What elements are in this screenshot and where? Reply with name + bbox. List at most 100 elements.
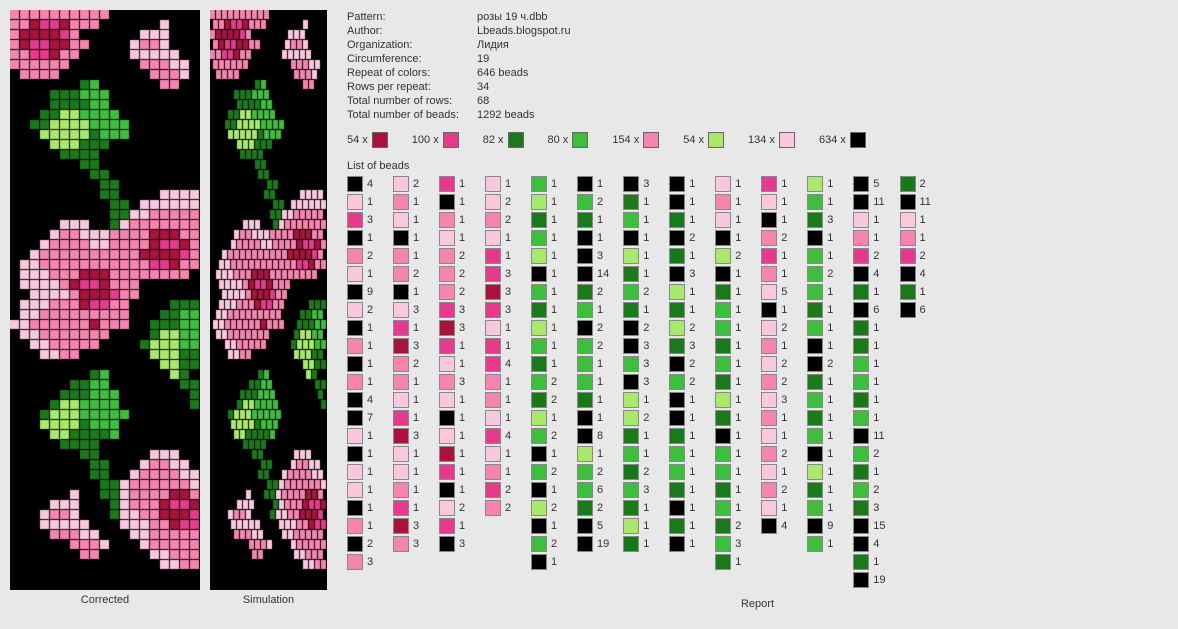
bead-swatch [761,410,777,426]
bead-count: 4 [920,268,932,280]
bead-swatch [393,410,409,426]
bead-row: 2 [393,266,425,282]
bead-count: 3 [505,304,517,316]
bead-count: 1 [827,340,839,352]
bead-count: 1 [459,232,471,244]
bead-swatch [761,518,777,534]
bead-row: 1 [715,194,747,210]
color-summary-item: 54 x [347,132,388,148]
color-summary-item: 54 x [683,132,724,148]
bead-row: 2 [393,356,425,372]
bead-swatch [439,176,455,192]
bead-row: 1 [577,230,609,246]
bead-row: 3 [715,536,747,552]
list-title: List of beads [347,160,1168,172]
bead-count: 2 [827,358,839,370]
bead-row: 1 [485,338,517,354]
bead-swatch [623,230,639,246]
bead-count: 1 [781,466,793,478]
bead-swatch [347,554,363,570]
bead-count: 1 [505,322,517,334]
bead-row: 1 [347,320,379,336]
bead-swatch [577,176,593,192]
bead-row: 1 [669,518,701,534]
bead-count: 3 [735,538,747,550]
bead-swatch [669,212,685,228]
bead-count: 6 [920,304,932,316]
bead-swatch [393,230,409,246]
bead-count: 1 [781,502,793,514]
bead-swatch [347,464,363,480]
bead-swatch [347,302,363,318]
bead-column: 11121151212231121214 [761,176,793,588]
bead-swatch [715,194,731,210]
bead-swatch [715,176,731,192]
bead-swatch [393,374,409,390]
bead-column: 1111111111122121212121 [531,176,563,588]
bead-count: 1 [505,394,517,406]
bead-row: 1 [761,302,793,318]
bead-row: 1 [715,212,747,228]
bead-row: 1 [439,482,471,498]
bead-row: 2 [900,248,932,264]
bead-count: 1 [367,520,379,532]
bead-count: 11 [920,196,932,208]
bead-row: 9 [807,518,839,534]
bead-swatch [485,302,501,318]
bead-swatch [439,302,455,318]
bead-swatch [531,428,547,444]
bead-row: 2 [439,500,471,516]
bead-row: 1 [485,176,517,192]
bead-count: 1 [367,466,379,478]
bead-count: 1 [551,556,563,568]
bead-count: 1 [643,430,655,442]
bead-row: 2 [623,464,655,480]
bead-row: 1 [531,356,563,372]
bead-count: 2 [459,502,471,514]
bead-swatch [669,230,685,246]
bead-row: 1 [439,446,471,462]
bead-count: 5 [873,178,885,190]
bead-count: 1 [551,214,563,226]
color-swatch [708,132,724,148]
bead-count: 4 [505,430,517,442]
meta-key: Repeat of colors: [347,66,477,80]
bead-row: 1 [531,410,563,426]
bead-count: 2 [367,250,379,262]
bead-count: 2 [781,376,793,388]
meta-val: Lbeads.blogspot.ru [477,24,571,38]
bead-count: 1 [551,286,563,298]
bead-count: 1 [367,232,379,244]
bead-swatch [715,518,731,534]
bead-swatch [669,302,685,318]
bead-swatch [485,284,501,300]
bead-count: 1 [459,484,471,496]
bead-row: 2 [715,518,747,534]
bead-count: 1 [735,214,747,226]
bead-row: 1 [393,194,425,210]
bead-row: 1 [577,392,609,408]
bead-count: 1 [827,322,839,334]
bead-swatch [761,320,777,336]
bead-row: 1 [853,356,885,372]
color-swatch [850,132,866,148]
bead-count: 2 [873,448,885,460]
bead-count: 1 [827,178,839,190]
bead-swatch [853,176,869,192]
bead-swatch [577,392,593,408]
bead-count: 1 [735,304,747,316]
bead-swatch [485,356,501,372]
bead-row: 2 [531,428,563,444]
bead-swatch [900,230,916,246]
bead-row: 1 [531,176,563,192]
bead-count: 2 [781,448,793,460]
bead-swatch [807,356,823,372]
bead-row: 1 [669,500,701,516]
bead-row: 2 [531,536,563,552]
bead-swatch [347,212,363,228]
bead-row: 3 [623,374,655,390]
bead-row: 1 [715,176,747,192]
bead-count: 1 [459,196,471,208]
bead-swatch [807,464,823,480]
bead-row: 1 [577,374,609,390]
